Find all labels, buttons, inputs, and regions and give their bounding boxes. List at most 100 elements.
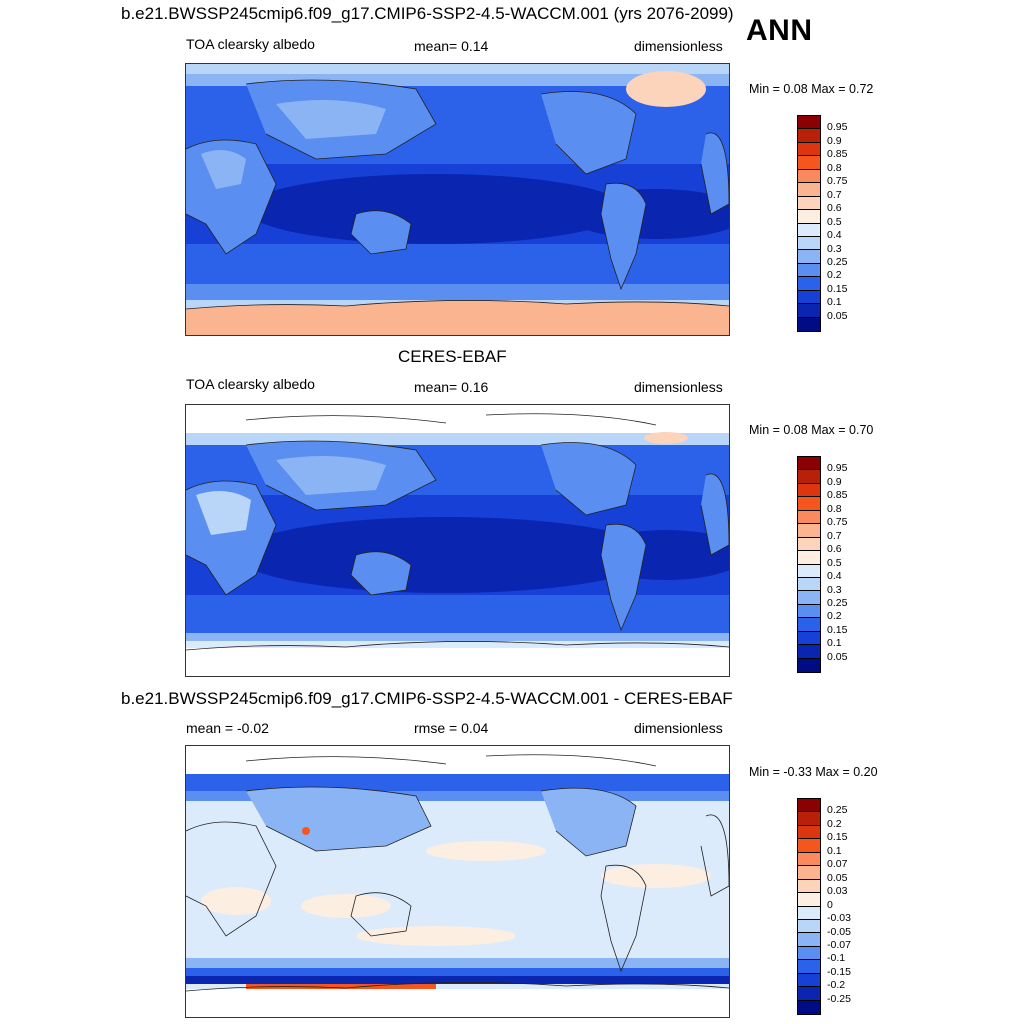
colorbar-swatch xyxy=(798,277,820,291)
colorbar-swatch xyxy=(798,631,820,646)
colorbar-tick-label: 0.15 xyxy=(827,282,848,295)
panel1-minmax: Min = 0.08 Max = 0.72 xyxy=(749,82,874,96)
colorbar-tick-label: 0.3 xyxy=(827,242,842,255)
colorbar-tick-label: 0.25 xyxy=(827,255,848,268)
colorbar-tick-label: 0.75 xyxy=(827,175,848,188)
colorbar-swatch xyxy=(798,142,820,157)
colorbar-tick-label: -0.2 xyxy=(827,979,846,992)
colorbar-swatch xyxy=(798,919,820,934)
colorbar-tick-label: 0.2 xyxy=(827,269,842,282)
colorbar-tick-label: -0.07 xyxy=(827,938,851,951)
colorbar-swatch xyxy=(798,196,820,211)
colorbar-swatch xyxy=(798,618,820,632)
colorbar-swatch xyxy=(798,577,820,592)
colorbar-tick-label: 0.2 xyxy=(827,817,842,830)
panel1-units-label: dimensionless xyxy=(634,38,723,54)
panel3-title: b.e21.BWSSP245cmip6.f09_g17.CMIP6-SSP2-4… xyxy=(121,689,733,708)
panel1-variable-label: TOA clearsky albedo xyxy=(186,36,315,52)
colorbar-tick-label: -0.03 xyxy=(827,912,851,925)
colorbar-tick-label: 0.05 xyxy=(827,309,848,322)
colorbar-swatch xyxy=(798,564,820,578)
colorbar-tick-label: 0.25 xyxy=(827,596,848,609)
colorbar-tick-label: 0.07 xyxy=(827,858,848,871)
colorbar-tick-label: 0.05 xyxy=(827,650,848,663)
colorbar-tick-label: 0.95 xyxy=(827,462,848,475)
colorbar-tick-label: -0.05 xyxy=(827,925,851,938)
colorbar-swatch xyxy=(798,183,820,197)
colorbar-tick-label: 0.05 xyxy=(827,871,848,884)
colorbar-swatch xyxy=(798,973,820,988)
colorbar-swatch xyxy=(798,223,820,237)
colorbar-tick-label: 0.4 xyxy=(827,229,842,242)
colorbar-swatch xyxy=(798,470,820,484)
colorbar-tick-label: 0.1 xyxy=(827,296,842,309)
colorbar-swatch xyxy=(798,129,820,143)
colorbar-tick-label: 0 xyxy=(827,898,833,911)
colorbar-tick-label: 0.85 xyxy=(827,489,848,502)
colorbar-swatch xyxy=(798,933,820,947)
colorbar-tick-label: 0.25 xyxy=(827,804,848,817)
panel1-colorbar xyxy=(797,115,821,333)
colorbar-tick-label: 0.7 xyxy=(827,529,842,542)
colorbar-swatch xyxy=(798,250,820,264)
panel3-rmse-label: rmse = 0.04 xyxy=(414,720,489,736)
season-label: ANN xyxy=(746,14,813,47)
panel3-map xyxy=(185,745,730,1018)
colorbar-swatch xyxy=(798,852,820,867)
colorbar-swatch xyxy=(798,946,820,961)
panel2-mean-label: mean= 0.16 xyxy=(414,379,489,395)
colorbar-swatch xyxy=(798,169,820,184)
colorbar-swatch xyxy=(798,236,820,251)
colorbar-swatch xyxy=(798,116,820,130)
colorbar-swatch xyxy=(798,510,820,525)
colorbar-tick-label: 0.6 xyxy=(827,543,842,556)
colorbar-swatch xyxy=(798,537,820,552)
colorbar-swatch xyxy=(798,799,820,813)
colorbar-tick-label: 0.15 xyxy=(827,623,848,636)
colorbar-tick-label: 0.3 xyxy=(827,583,842,596)
colorbar-swatch xyxy=(798,497,820,511)
panel2-variable-label: TOA clearsky albedo xyxy=(186,376,315,392)
colorbar-tick-label: 0.8 xyxy=(827,161,842,174)
colorbar-swatch xyxy=(798,960,820,974)
colorbar-swatch xyxy=(798,604,820,619)
colorbar-tick-label: 0.5 xyxy=(827,215,842,228)
colorbar-tick-label: 0.7 xyxy=(827,188,842,201)
colorbar-swatch xyxy=(798,304,820,318)
panel1-mean-label: mean= 0.14 xyxy=(414,38,489,54)
colorbar-swatch xyxy=(798,290,820,305)
panel3-colorbar xyxy=(797,798,821,1016)
panel2-units-label: dimensionless xyxy=(634,379,723,395)
colorbar-swatch xyxy=(798,263,820,278)
panel3-mean-label: mean = -0.02 xyxy=(186,720,269,736)
colorbar-tick-label: 0.03 xyxy=(827,885,848,898)
panel3-units-label: dimensionless xyxy=(634,720,723,736)
colorbar-swatch xyxy=(798,906,820,920)
colorbar-swatch xyxy=(798,658,820,672)
colorbar-swatch xyxy=(798,893,820,907)
colorbar-swatch xyxy=(798,210,820,224)
colorbar-swatch xyxy=(798,317,820,331)
colorbar-swatch xyxy=(798,879,820,894)
panel2-map xyxy=(185,404,730,677)
colorbar-tick-label: 0.6 xyxy=(827,202,842,215)
panel1-map xyxy=(185,63,730,336)
colorbar-swatch xyxy=(798,524,820,538)
colorbar-tick-label: 0.1 xyxy=(827,637,842,650)
colorbar-swatch xyxy=(798,156,820,170)
colorbar-tick-label: -0.1 xyxy=(827,952,846,965)
colorbar-swatch xyxy=(798,839,820,853)
colorbar-tick-label: -0.25 xyxy=(827,992,851,1005)
colorbar-tick-label: 0.1 xyxy=(827,844,842,857)
colorbar-tick-label: -0.15 xyxy=(827,965,851,978)
colorbar-tick-label: 0.5 xyxy=(827,556,842,569)
colorbar-tick-label: 0.2 xyxy=(827,610,842,623)
colorbar-tick-label: 0.15 xyxy=(827,831,848,844)
colorbar-tick-label: 0.4 xyxy=(827,570,842,583)
panel2-title: CERES-EBAF xyxy=(398,347,507,366)
colorbar-swatch xyxy=(798,987,820,1001)
colorbar-tick-label: 0.85 xyxy=(827,148,848,161)
colorbar-swatch xyxy=(798,457,820,471)
colorbar-swatch xyxy=(798,483,820,498)
panel3-minmax: Min = -0.33 Max = 0.20 xyxy=(749,765,878,779)
